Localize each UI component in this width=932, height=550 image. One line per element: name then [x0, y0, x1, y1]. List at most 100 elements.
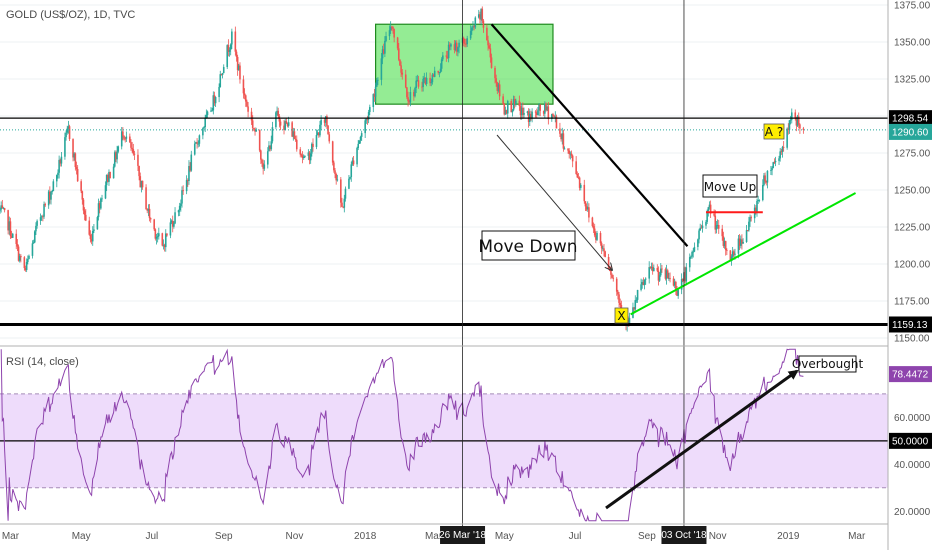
candle-body [604, 251, 606, 258]
candle-body [80, 181, 82, 192]
candle-body [546, 106, 548, 111]
candle-body [8, 221, 11, 231]
candle-body [487, 40, 489, 46]
candle-body [413, 91, 415, 97]
candle-body [750, 217, 753, 219]
candle-body [120, 131, 123, 147]
candle-body [502, 96, 504, 104]
candle-body [406, 87, 408, 98]
candle-body [123, 135, 125, 139]
candle-body [286, 123, 289, 126]
candle-body [320, 119, 322, 125]
candle-body [430, 82, 433, 84]
candle-body [309, 153, 312, 161]
candle-body [469, 31, 472, 39]
candle-body [701, 225, 704, 229]
candle-body [455, 42, 458, 52]
candle-body [457, 47, 459, 52]
candle-body [0, 205, 2, 210]
candle-body [446, 56, 449, 59]
candle-body [392, 27, 394, 30]
candle-body [733, 251, 735, 255]
candle-body [247, 106, 249, 112]
time-tick-label: 2018 [354, 531, 377, 542]
candle-body [251, 120, 254, 129]
rsi-title: RSI (14, close) [6, 356, 79, 368]
candle-body [802, 128, 805, 130]
candle-body [788, 120, 791, 130]
candle-body [407, 97, 409, 102]
candle-body [109, 171, 111, 179]
candle-body [32, 242, 35, 244]
candle-body [571, 155, 574, 162]
candle-body [9, 221, 12, 237]
candle-body [96, 217, 99, 230]
candle-body [222, 67, 225, 74]
candle-body [356, 147, 358, 165]
candle-body [166, 233, 168, 236]
candle-body [697, 239, 699, 247]
svg-text:X: X [617, 309, 625, 323]
price-chart-title: GOLD (US$/OZ), 1D, TVC [6, 9, 135, 21]
candle-body [619, 302, 622, 306]
candle-body [307, 152, 310, 156]
candle-body [235, 51, 238, 57]
candle-body [586, 207, 589, 210]
candle-body [680, 278, 683, 290]
candle-body [432, 74, 435, 77]
candle-body [779, 151, 781, 159]
candle-body [584, 201, 587, 207]
candle-body [180, 203, 182, 206]
candle-body [163, 244, 166, 248]
candle-body [447, 44, 450, 59]
candle-body [790, 112, 793, 120]
candle-body [28, 255, 30, 259]
candle-body [292, 131, 295, 137]
candle-body [537, 110, 539, 116]
candle-body [542, 110, 545, 114]
uptrend-support-line [630, 192, 857, 316]
candle-body [197, 143, 200, 145]
candle-body [439, 68, 442, 73]
candle-body [68, 126, 71, 140]
candle-body [382, 49, 385, 54]
candle-body [236, 56, 239, 71]
candle-body [258, 129, 261, 151]
candle-body [164, 233, 167, 248]
price-tag-label: 1298.54 [892, 114, 929, 125]
candle-body [437, 70, 440, 73]
price-tag-box [889, 316, 932, 333]
candle-body [547, 106, 550, 120]
candle-body [65, 132, 67, 138]
candle-body [431, 74, 434, 83]
candle-body [657, 270, 660, 281]
candle-body [220, 74, 223, 75]
candle-body [522, 107, 524, 115]
candle-body [462, 37, 465, 44]
candle-body [773, 162, 776, 163]
candle-body [84, 214, 87, 221]
candle-body [438, 72, 441, 74]
svg-text:03 Oct '18: 03 Oct '18 [661, 530, 707, 541]
candle-body [218, 86, 220, 98]
candle-body [409, 91, 412, 103]
candle-body [358, 140, 361, 144]
candle-body [592, 226, 595, 229]
candle-body [43, 204, 45, 217]
candle-body [304, 155, 306, 157]
candle-body [333, 162, 335, 171]
candle-body [270, 141, 273, 150]
candle-body [380, 58, 383, 80]
candle-body [275, 112, 277, 128]
candle-body [416, 80, 419, 82]
candle-body [57, 172, 59, 176]
price-tick-label: 1150.00 [894, 334, 930, 345]
svg-text:26 Mar '18: 26 Mar '18 [439, 530, 486, 541]
price-tag-box [889, 123, 932, 140]
candle-body [260, 150, 262, 160]
candle-body [359, 136, 362, 141]
candle-body [75, 167, 78, 170]
candle-body [588, 207, 590, 218]
candle-body [212, 95, 215, 111]
candle-body [51, 191, 53, 192]
